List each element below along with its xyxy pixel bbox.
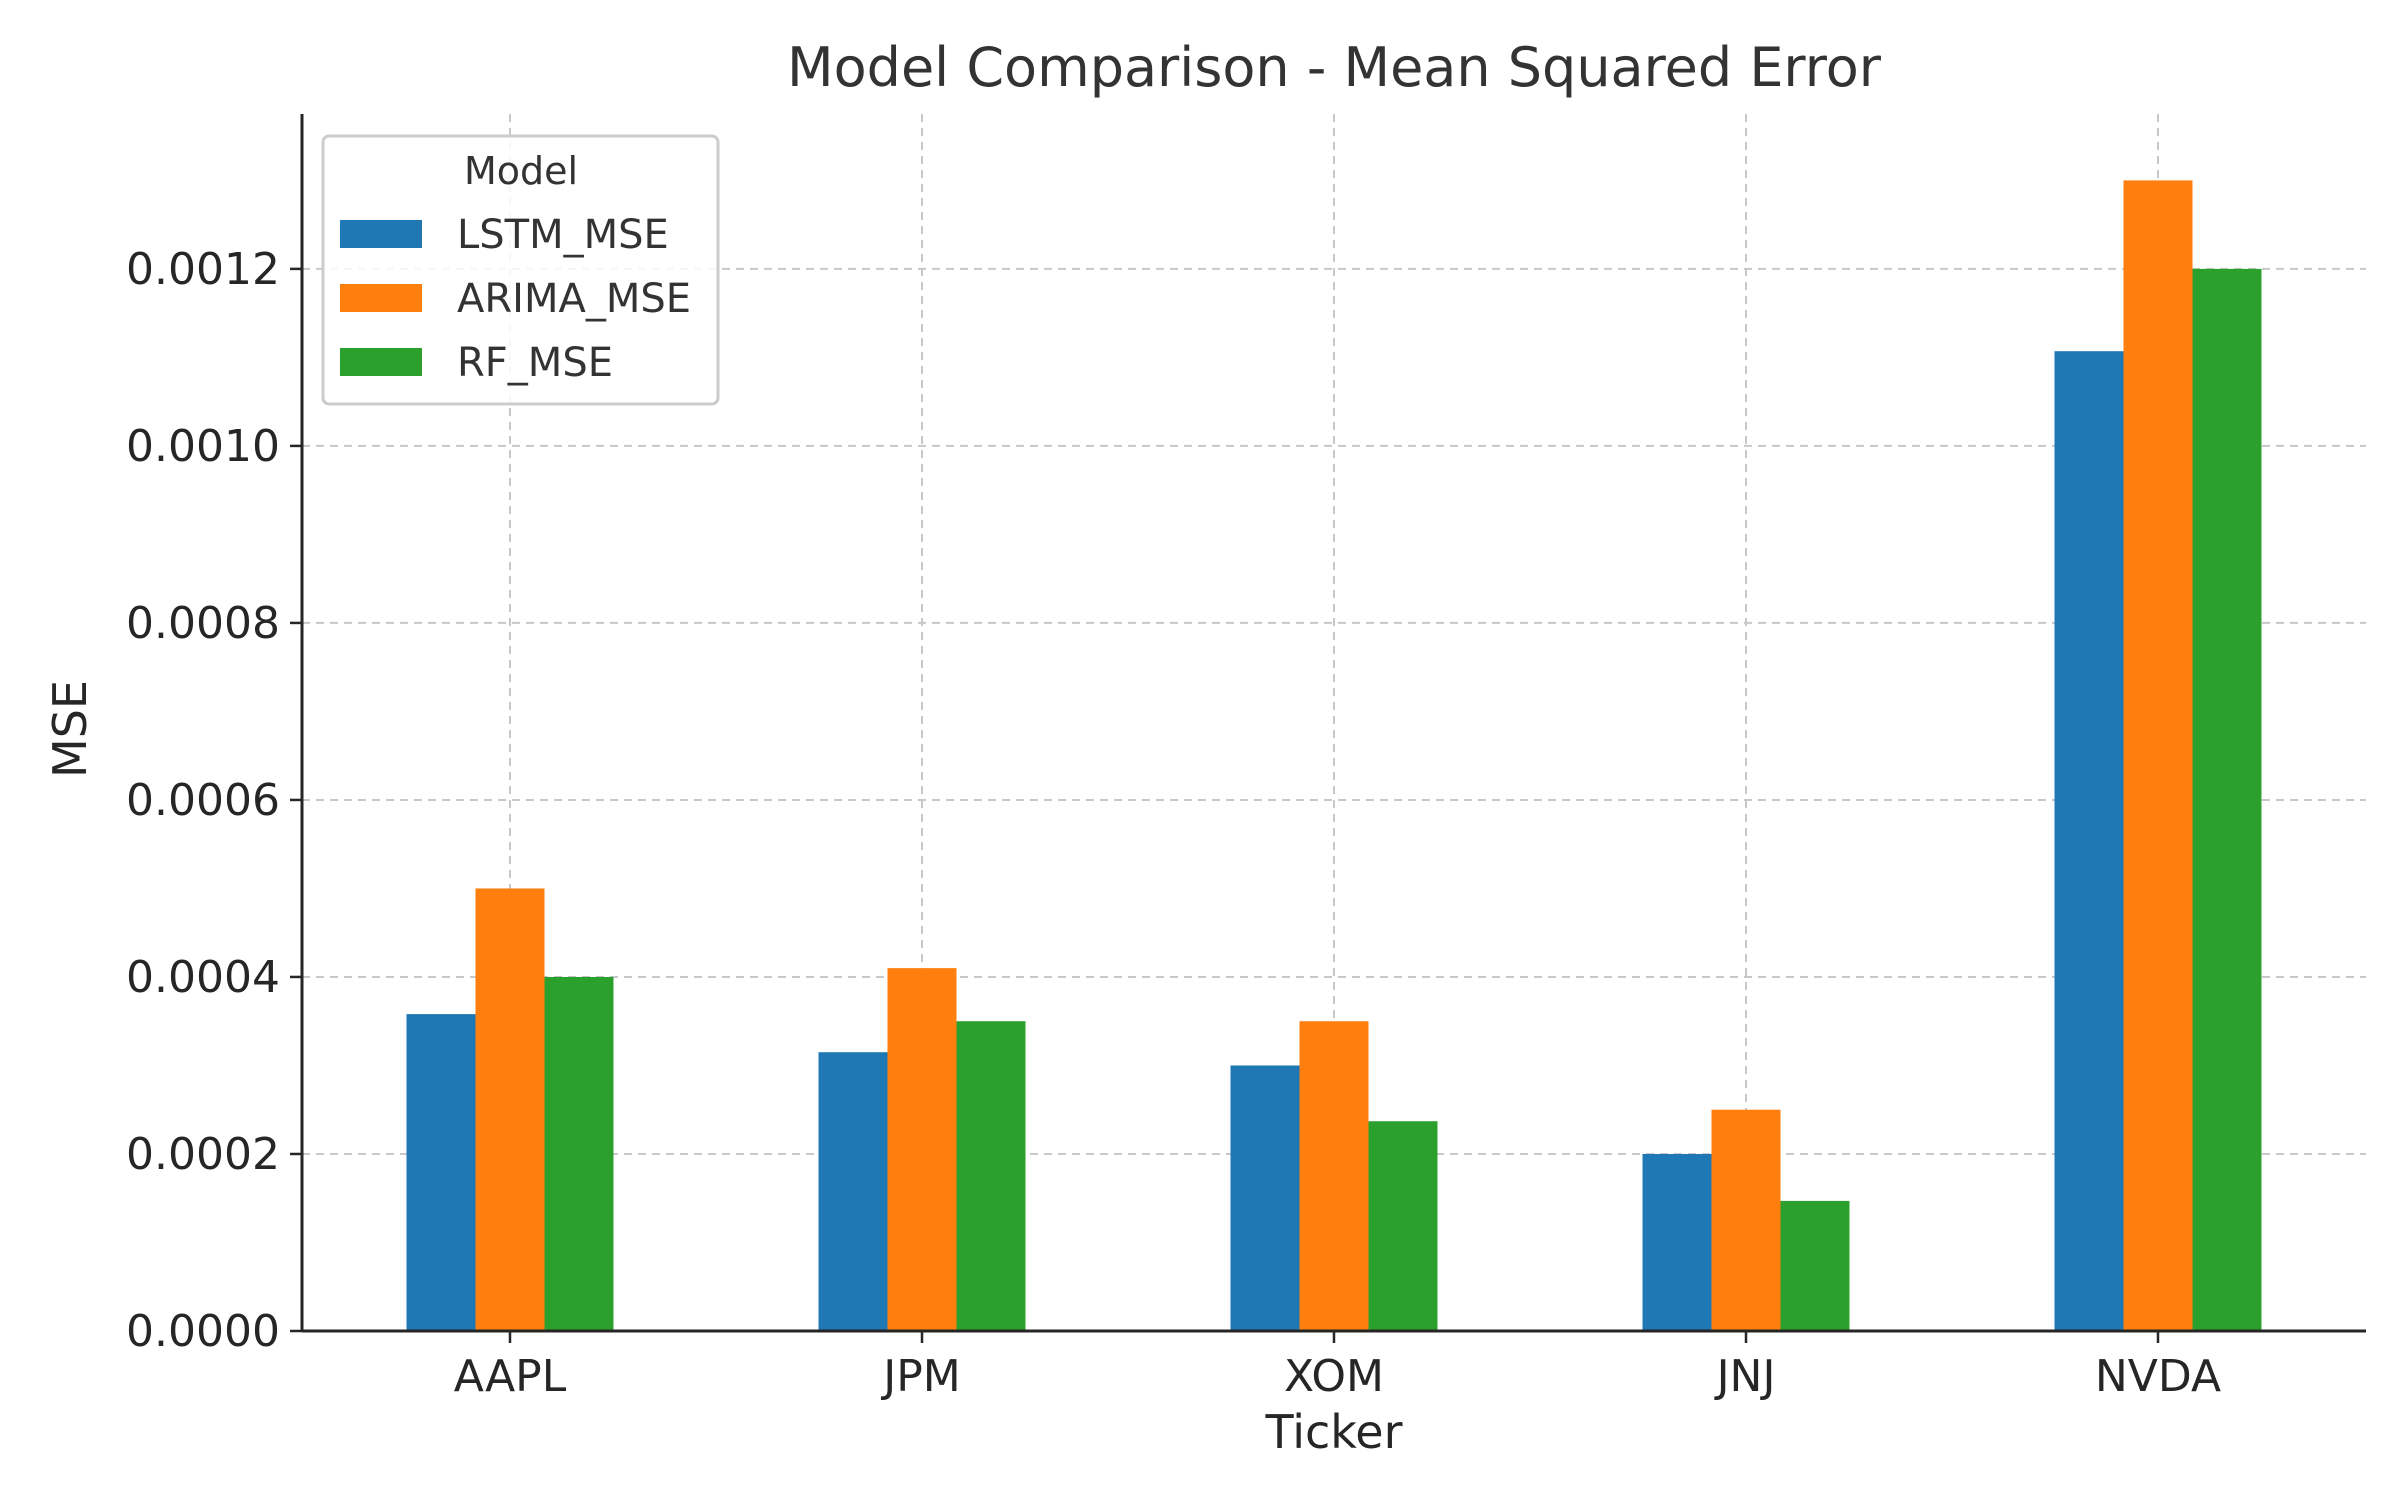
chart-title: Model Comparison - Mean Squared Error	[787, 36, 1882, 99]
legend-label: LSTM_MSE	[457, 212, 669, 258]
legend-title: Model	[464, 149, 578, 193]
bar-rf-mse-jpm	[956, 1021, 1026, 1331]
legend-label: ARIMA_MSE	[457, 276, 691, 322]
x-tick-label: XOM	[1284, 1351, 1384, 1402]
y-tick-label: 0.0010	[126, 421, 280, 472]
bar-lstm-mse-jpm	[818, 1052, 888, 1331]
bar-rf-mse-aapl	[544, 976, 614, 1331]
legend-items: LSTM_MSE ARIMA_MSE RF_MSE	[340, 212, 691, 386]
legend: Model LSTM_MSE ARIMA_MSE RF_MSE	[321, 134, 720, 406]
bar-arima-mse-jpm	[887, 968, 957, 1331]
legend-swatch	[340, 284, 422, 312]
bar-arima-mse-nvda	[2123, 180, 2193, 1331]
x-tick-label: JNJ	[1714, 1351, 1776, 1402]
bars	[406, 180, 2262, 1332]
bar-lstm-mse-xom	[1230, 1065, 1300, 1331]
y-tick-label: 0.0000	[126, 1306, 280, 1357]
x-tick-label: JPM	[880, 1351, 960, 1402]
x-tick-label: AAPL	[454, 1351, 567, 1402]
y-tick-label: 0.0006	[126, 775, 280, 826]
bar-lstm-mse-aapl	[406, 1014, 476, 1331]
y-tick-label: 0.0012	[126, 244, 280, 295]
y-axis-label: MSE	[43, 680, 97, 778]
x-tick-label: NVDA	[2095, 1351, 2221, 1402]
x-ticks: AAPL JPM XOM JNJ NVDA	[454, 1331, 2221, 1402]
legend-frame	[321, 134, 720, 406]
y-tick-label: 0.0004	[126, 952, 280, 1003]
x-axis-label: Ticker	[1265, 1405, 1403, 1459]
legend-label: RF_MSE	[457, 340, 613, 386]
bar-rf-mse-nvda	[2192, 268, 2262, 1332]
bar-lstm-mse-jnj	[1642, 1153, 1712, 1331]
y-tick-label: 0.0008	[126, 598, 280, 649]
bar-lstm-mse-nvda	[2054, 351, 2124, 1332]
bar-rf-mse-jnj	[1780, 1200, 1850, 1331]
bar-arima-mse-jnj	[1711, 1109, 1781, 1331]
bar-rf-mse-xom	[1368, 1121, 1438, 1331]
legend-swatch	[340, 220, 422, 248]
legend-swatch	[340, 348, 422, 376]
bar-arima-mse-xom	[1299, 1021, 1369, 1331]
y-ticks: 0.0000 0.0002 0.0004 0.0006 0.0008 0.0010 0.00…	[126, 244, 302, 1357]
bar-arima-mse-aapl	[475, 888, 545, 1331]
y-tick-label: 0.0002	[126, 1129, 280, 1180]
